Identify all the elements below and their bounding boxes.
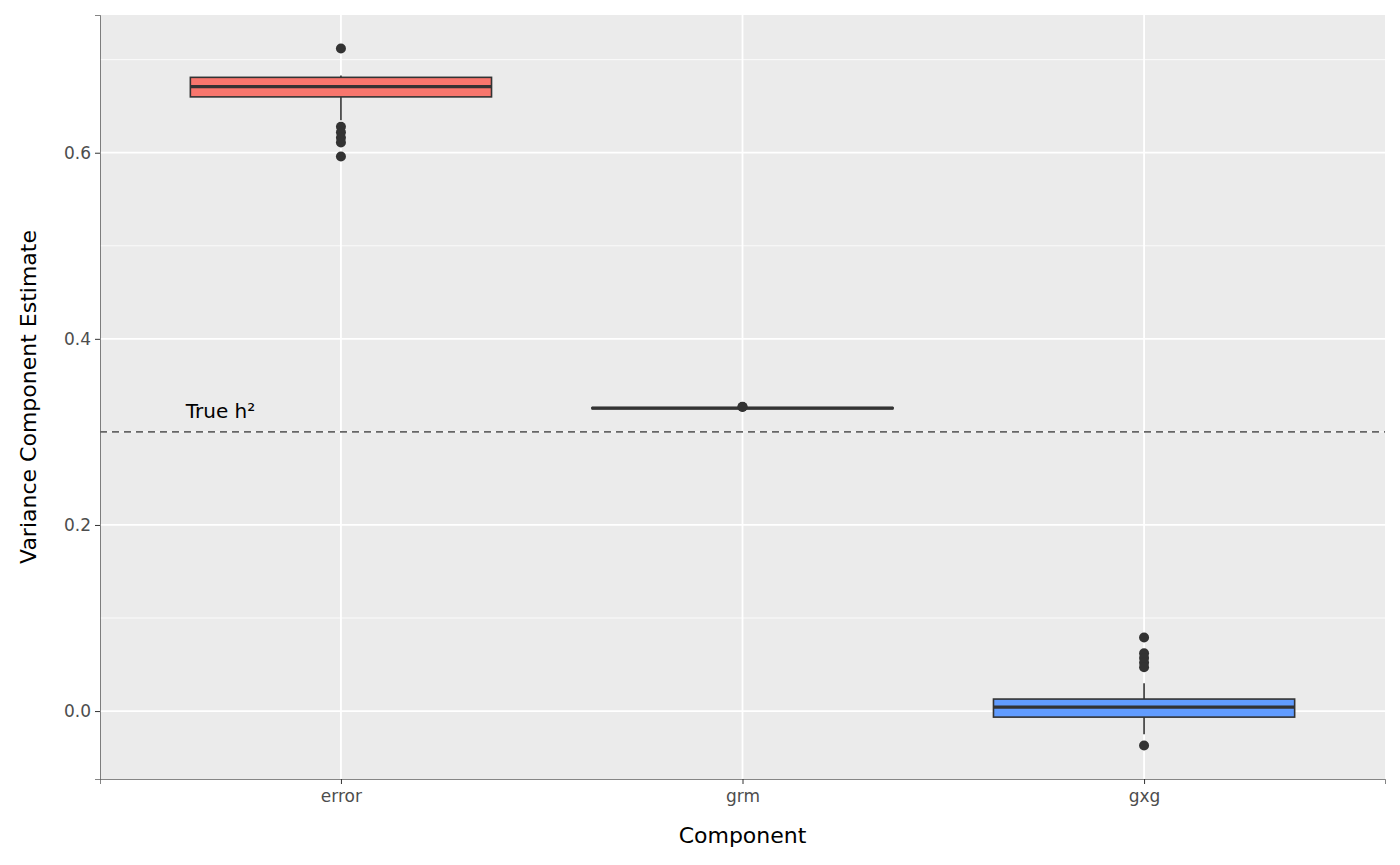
x-tick: grm [726,779,760,806]
y-tick-mark [95,153,100,154]
x-tick-mark [743,779,744,784]
outlier [738,402,748,412]
lower-whisker [340,97,342,120]
outlier [1139,633,1149,643]
x-tick: gxg [1129,779,1161,806]
y-tick-mark [95,339,100,340]
reference-line [100,431,1385,433]
y-tick: 0.6 [64,143,100,163]
y-tick: 0.2 [64,515,100,535]
grid [100,15,1385,779]
x-grid-line [742,15,744,779]
lower-whisker [1143,717,1145,734]
x-tick-mark [341,779,342,784]
y-tick-label: 0.4 [64,329,91,349]
outlier [1139,662,1149,672]
y-tick-mark [95,711,100,712]
box [993,699,1294,717]
x-tick-label: gxg [1129,786,1161,806]
y-tick-label: 0.6 [64,143,91,163]
annotation: True h² [185,399,256,423]
y-axis-title: Variance Component Estimate [16,230,41,564]
y-tick: 0.4 [64,329,100,349]
x-tick-label: grm [726,786,760,806]
outlier [1139,740,1149,750]
median [993,705,1294,708]
median [190,85,491,88]
panel-background [100,15,1385,779]
y-axis-line [95,16,101,780]
x-tick-label: error [321,786,362,806]
x-tick-mark [1144,779,1145,784]
x-tick: error [321,779,362,806]
x-axis-title: Component [679,823,807,848]
y-tick: 0.0 [64,701,100,721]
marks [100,44,1385,751]
outlier [336,137,346,147]
x-axis-line [101,780,1386,785]
chart: 0.0 0.2 0.4 0.6 error grm gxg True h² Component V… [0,0,1400,865]
x-axis: error grm gxg [101,779,1386,806]
plot: 0.0 0.2 0.4 0.6 error grm gxg True h² [64,15,1386,806]
box [190,77,491,97]
y-tick-mark [95,525,100,526]
upper-whisker [1143,683,1145,699]
outlier [336,44,346,54]
outlier [336,151,346,161]
box-plot [190,44,491,162]
box-plot [592,402,893,412]
y-tick-label: 0.2 [64,515,91,535]
y-axis: 0.0 0.2 0.4 0.6 [64,16,101,780]
y-tick-label: 0.0 [64,701,91,721]
outlier [738,402,748,412]
box-plot [993,633,1294,751]
minor-grid-line [100,431,1385,432]
